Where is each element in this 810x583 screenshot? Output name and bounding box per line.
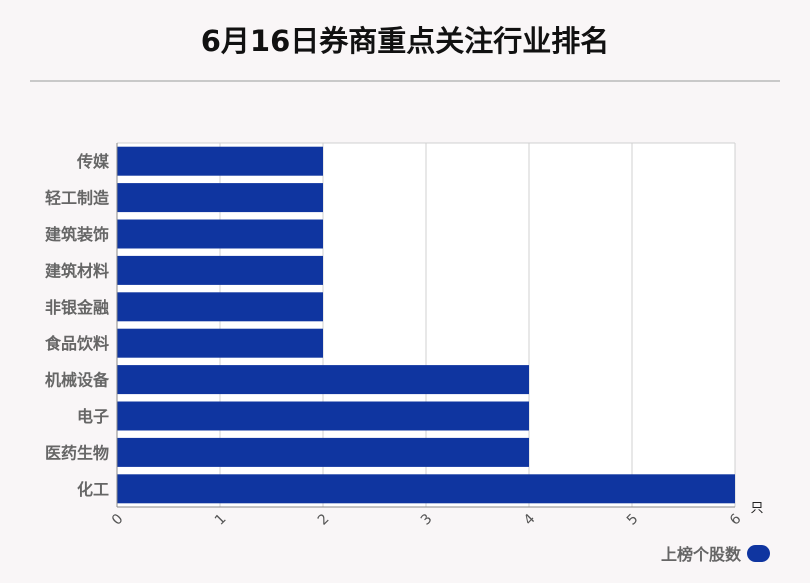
title-divider — [30, 80, 780, 82]
legend: 上榜个股数 — [661, 541, 770, 565]
category-label: 非银金融 — [45, 298, 109, 317]
bar — [117, 183, 323, 213]
x-tick-label: 2 — [315, 511, 333, 529]
x-tick-label: 1 — [212, 511, 230, 529]
bar — [117, 328, 323, 358]
chart-title: 6月16日券商重点关注行业排名 — [200, 24, 610, 58]
bar — [117, 255, 323, 285]
bar — [117, 292, 323, 322]
legend-label: 上榜个股数 — [660, 545, 741, 564]
category-label: 建筑材料 — [45, 261, 109, 280]
category-label: 轻工制造 — [45, 189, 110, 208]
category-label: 建筑装饰 — [45, 225, 109, 244]
category-label: 化工 — [77, 480, 109, 499]
category-label: 传媒 — [76, 152, 110, 171]
category-label: 食品饮料 — [44, 334, 109, 353]
bar — [117, 474, 735, 504]
x-tick-label: 4 — [521, 511, 539, 529]
bar — [117, 401, 529, 431]
x-tick-label: 6 — [727, 511, 745, 529]
bar — [117, 146, 323, 176]
bar — [117, 437, 529, 467]
bar — [117, 219, 323, 249]
x-unit-label: 只 — [750, 501, 763, 516]
x-tick-label: 0 — [109, 511, 127, 529]
category-label: 医药生物 — [45, 443, 109, 462]
bar — [117, 365, 529, 395]
category-label: 机械设备 — [45, 371, 110, 390]
x-tick-label: 3 — [418, 511, 436, 529]
category-label: 电子 — [77, 407, 109, 426]
x-tick-label: 5 — [624, 511, 642, 529]
legend-swatch — [747, 544, 770, 562]
